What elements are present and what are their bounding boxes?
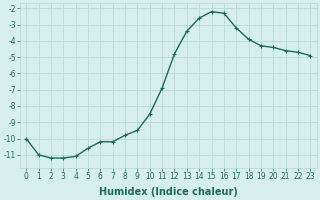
X-axis label: Humidex (Indice chaleur): Humidex (Indice chaleur) <box>99 187 238 197</box>
